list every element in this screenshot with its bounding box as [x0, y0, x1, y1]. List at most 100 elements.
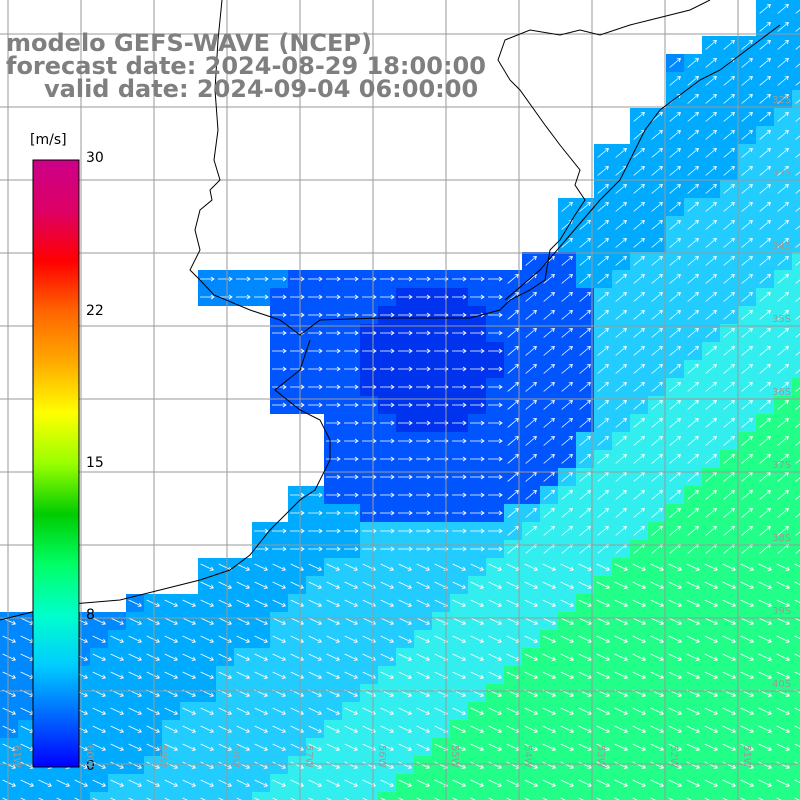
wind-arrow-icon: [776, 743, 790, 751]
wind-arrow-icon: [759, 454, 771, 464]
wind-arrow-icon: [470, 366, 485, 372]
wind-arrow-icon: [236, 276, 251, 282]
wind-arrow-icon: [452, 528, 467, 534]
wind-arrow-icon: [777, 274, 789, 284]
wind-arrow-icon: [128, 617, 142, 625]
wind-arrow-icon: [723, 238, 735, 248]
field-cell: [720, 792, 738, 800]
wind-arrow-icon: [416, 797, 430, 800]
wind-arrow-icon: [380, 528, 395, 534]
wind-arrow-icon: [290, 635, 304, 643]
field-cell: [792, 54, 800, 72]
wind-arrow-icon: [218, 294, 233, 300]
wind-arrow-icon: [218, 761, 232, 769]
wind-arrow-icon: [633, 310, 645, 320]
wind-arrow-icon: [669, 400, 681, 410]
wind-arrow-icon: [722, 671, 736, 679]
wind-arrow-icon: [525, 418, 537, 428]
wind-arrow-icon: [452, 635, 466, 643]
wind-arrow-icon: [290, 653, 304, 661]
wind-arrow-icon: [740, 671, 754, 679]
wind-arrow-icon: [416, 653, 430, 661]
wind-arrow-icon: [759, 400, 771, 410]
wind-arrow-icon: [128, 635, 142, 643]
wind-arrow-icon: [687, 238, 699, 248]
wind-arrow-icon: [758, 725, 772, 733]
wind-arrow-icon: [723, 292, 735, 302]
wind-arrow-icon: [597, 220, 609, 230]
wind-arrow-icon: [705, 508, 717, 518]
wind-arrow-icon: [578, 599, 592, 607]
wind-arrow-icon: [524, 725, 538, 733]
wind-arrow-icon: [543, 364, 555, 374]
wind-arrow-icon: [723, 256, 735, 266]
wind-arrow-icon: [722, 653, 736, 661]
wind-arrow-icon: [705, 400, 717, 410]
wind-arrow-icon: [398, 743, 412, 751]
wind-arrow-icon: [542, 707, 556, 715]
wind-arrow-icon: [723, 346, 735, 356]
wind-arrow-icon: [758, 797, 772, 800]
wind-arrow-icon: [650, 743, 664, 751]
wind-arrow-icon: [669, 220, 681, 230]
wind-arrow-icon: [182, 725, 196, 733]
lat-label: 32S: [772, 95, 792, 106]
wind-arrow-icon: [651, 508, 663, 518]
wind-arrow-icon: [794, 671, 800, 679]
wind-arrow-icon: [362, 294, 377, 300]
wind-arrow-icon: [668, 761, 682, 769]
wind-arrow-icon: [398, 617, 412, 625]
wind-arrow-icon: [488, 671, 502, 679]
wind-arrow-icon: [200, 779, 214, 787]
wind-arrow-icon: [344, 366, 359, 372]
wind-arrow-icon: [560, 725, 574, 733]
wind-arrow-icon: [254, 761, 268, 769]
wind-arrow-icon: [650, 599, 664, 607]
wind-arrow-icon: [578, 707, 592, 715]
wind-arrow-icon: [615, 292, 627, 302]
wind-arrow-icon: [488, 581, 502, 589]
wind-arrow-icon: [488, 384, 503, 390]
wind-arrow-icon: [488, 510, 503, 516]
wind-arrow-icon: [578, 617, 592, 625]
wind-arrow-icon: [182, 707, 196, 715]
wind-arrow-icon: [380, 546, 395, 552]
wind-arrow-icon: [308, 294, 323, 300]
wind-arrow-icon: [795, 526, 800, 536]
lon-label: 54W: [522, 745, 533, 768]
wind-arrow-icon: [326, 474, 341, 480]
wind-arrow-icon: [128, 599, 142, 607]
wind-arrow-icon: [795, 400, 800, 410]
wind-arrow-icon: [92, 671, 106, 679]
wind-arrow-icon: [507, 400, 519, 410]
wind-arrow-icon: [669, 274, 681, 284]
wind-arrow-icon: [758, 599, 772, 607]
wind-arrow-icon: [326, 402, 341, 408]
field-cell: [792, 270, 800, 288]
wind-arrow-icon: [416, 599, 430, 607]
wind-arrow-icon: [669, 112, 681, 122]
wind-arrow-icon: [92, 797, 106, 800]
field-cell: [792, 612, 800, 630]
wind-arrow-icon: [236, 563, 250, 571]
lat-label: 33S: [772, 168, 792, 179]
wind-arrow-icon: [650, 707, 664, 715]
wind-arrow-icon: [452, 474, 467, 480]
field-cell: [684, 792, 702, 800]
wind-arrow-icon: [524, 797, 538, 800]
wind-arrow-icon: [200, 707, 214, 715]
field-cell: [144, 792, 162, 800]
colorbar-tick-label: 30: [86, 150, 104, 166]
wind-arrow-icon: [344, 599, 358, 607]
wind-arrow-icon: [525, 490, 537, 500]
wind-arrow-icon: [579, 202, 591, 212]
wind-arrow-icon: [128, 779, 142, 787]
wind-arrow-icon: [614, 617, 628, 625]
field-cell: [792, 522, 800, 540]
wind-arrow-icon: [723, 202, 735, 212]
wind-arrow-icon: [218, 581, 232, 589]
wind-arrow-icon: [344, 312, 359, 318]
wind-arrow-icon: [398, 312, 413, 318]
wind-arrow-icon: [470, 420, 485, 426]
wind-arrow-icon: [272, 779, 286, 787]
